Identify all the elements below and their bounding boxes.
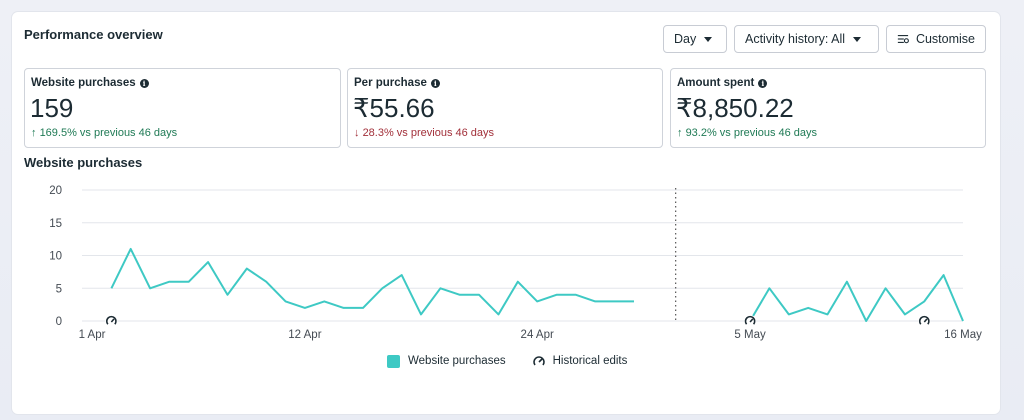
metric-label: Website purchases [31, 77, 136, 89]
gauge-icon[interactable] [744, 315, 757, 327]
arrow-up-icon: ↑ [677, 127, 683, 139]
gauge-icon[interactable] [105, 315, 118, 327]
legend-label-historical-edits[interactable]: Historical edits [552, 355, 628, 367]
info-icon[interactable]: i [430, 78, 440, 88]
metric-change-text: 169.5% vs previous 46 days [39, 127, 178, 139]
activity-history-dropdown[interactable]: Activity history: All [734, 25, 879, 53]
page-title: Performance overview [24, 27, 163, 42]
arrow-down-icon: ↓ [354, 127, 360, 139]
metric-value: 159 [30, 93, 74, 123]
arrow-up-icon: ↑ [31, 127, 37, 139]
info-icon[interactable]: i [758, 78, 768, 88]
day-dropdown-label: Day [674, 32, 697, 46]
sliders-icon [897, 35, 909, 44]
metric-change-text: 28.3% vs previous 46 days [362, 127, 495, 139]
metric-card-amount-spent[interactable]: Amount spent i ₹8,850.22 ↑ 93.2% vs prev… [670, 68, 986, 148]
day-dropdown[interactable]: Day [663, 25, 727, 53]
legend-label-website-purchases[interactable]: Website purchases [408, 355, 506, 367]
caret-down-icon [853, 36, 862, 42]
metric-label: Per purchase [354, 77, 427, 89]
metric-label-row: Website purchases i [31, 77, 149, 89]
series-line-website-purchases [749, 274, 964, 322]
caret-down-icon [704, 36, 713, 42]
info-icon[interactable]: i [139, 78, 149, 88]
legend-swatch[interactable] [387, 354, 400, 368]
metric-change: ↓ 28.3% vs previous 46 days [354, 127, 494, 139]
metric-label: Amount spent [677, 77, 755, 89]
metric-label-row: Amount spent i [677, 77, 768, 89]
series-line-website-purchases [110, 247, 634, 316]
x-tick-label: 5 May [734, 329, 766, 341]
metric-change: ↑ 169.5% vs previous 46 days [31, 127, 177, 139]
chart-title: Website purchases [24, 155, 143, 170]
metric-card-website-purchases[interactable]: Website purchases i 159 ↑ 169.5% vs prev… [24, 68, 341, 148]
x-tick-label: 1 Apr [79, 329, 106, 341]
x-tick-label: 16 May [944, 329, 982, 341]
performance-overview-panel: Performance overview Day Activity histor… [12, 12, 1000, 414]
activity-history-label: Activity history: All [745, 32, 846, 46]
gauge-icon[interactable] [918, 315, 931, 327]
metric-label-row: Per purchase i [354, 77, 440, 89]
y-tick-label: 5 [56, 283, 62, 295]
y-tick-label: 10 [49, 251, 62, 263]
metric-change-text: 93.2% vs previous 46 days [685, 127, 818, 139]
gauge-icon [532, 356, 545, 366]
x-tick-label: 12 Apr [288, 329, 321, 341]
y-tick-label: 20 [49, 185, 62, 197]
customise-label: Customise [915, 32, 975, 46]
metric-value: ₹55.66 [353, 93, 435, 123]
metric-value: ₹8,850.22 [676, 93, 794, 123]
website-purchases-chart[interactable]: 0 5 10 15 20 1 Apr 12 Apr 24 Apr 5 May 16 May [12, 12, 1000, 352]
customise-button[interactable]: Customise [886, 25, 986, 53]
y-tick-label: 0 [56, 316, 62, 328]
chart-legend: Website purchases Historical edits [387, 354, 627, 368]
metric-card-per-purchase[interactable]: Per purchase i ₹55.66 ↓ 28.3% vs previou… [347, 68, 663, 148]
x-tick-label: 24 Apr [521, 329, 554, 341]
y-tick-label: 15 [49, 218, 62, 230]
metric-change: ↑ 93.2% vs previous 46 days [677, 127, 817, 139]
